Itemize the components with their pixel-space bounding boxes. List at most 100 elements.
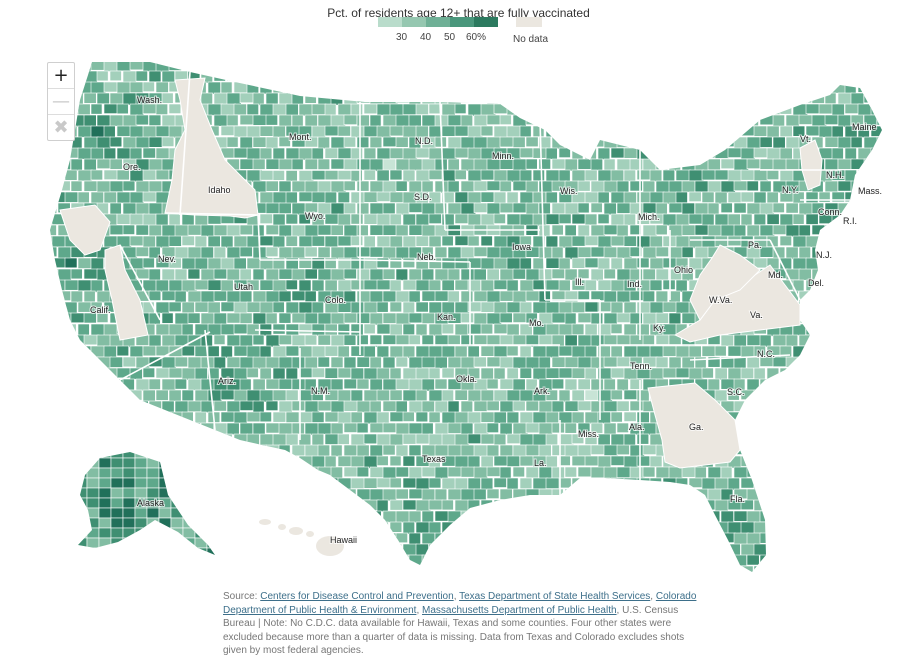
county-cell[interactable]: [701, 103, 716, 116]
county-cell[interactable]: [493, 169, 508, 182]
county-cell[interactable]: [616, 290, 631, 304]
county-cell[interactable]: [389, 279, 402, 292]
county-cell[interactable]: [207, 60, 222, 72]
county-cell[interactable]: [876, 224, 890, 236]
county-cell[interactable]: [727, 103, 740, 115]
county-cell[interactable]: [480, 477, 494, 491]
county-cell[interactable]: [772, 400, 786, 413]
county-cell[interactable]: [473, 92, 488, 104]
county-cell[interactable]: [382, 312, 398, 324]
county-cell[interactable]: [766, 60, 781, 73]
county-cell[interactable]: [792, 455, 805, 468]
county-cell[interactable]: [135, 444, 152, 456]
county-cell[interactable]: [285, 345, 300, 357]
county-cell[interactable]: [571, 477, 587, 490]
county-cell[interactable]: [525, 202, 540, 216]
county-cell[interactable]: [447, 356, 462, 369]
county-cell[interactable]: [538, 532, 555, 544]
county-cell[interactable]: [181, 543, 196, 555]
county-cell[interactable]: [824, 554, 838, 566]
county-cell[interactable]: [792, 81, 808, 94]
county-cell[interactable]: [428, 565, 443, 576]
county-cell[interactable]: [64, 367, 78, 380]
county-cell[interactable]: [551, 356, 566, 368]
county-cell[interactable]: [545, 257, 561, 269]
county-cell[interactable]: [343, 180, 356, 191]
county-cell[interactable]: [662, 147, 676, 160]
county-cell[interactable]: [265, 378, 281, 390]
county-cell[interactable]: [39, 257, 52, 271]
county-cell[interactable]: [642, 92, 659, 106]
county-cell[interactable]: [148, 224, 162, 237]
county-cell[interactable]: [571, 103, 585, 114]
county-cell[interactable]: [389, 455, 402, 467]
county-cell[interactable]: [675, 60, 692, 73]
county-cell[interactable]: [597, 125, 610, 139]
county-cell[interactable]: [798, 466, 815, 480]
county-cell[interactable]: [330, 444, 343, 457]
borough-cell[interactable]: [194, 457, 208, 469]
county-cell[interactable]: [558, 301, 574, 315]
county-cell[interactable]: [870, 455, 884, 468]
county-cell[interactable]: [226, 554, 239, 568]
county-cell[interactable]: [571, 213, 586, 225]
county-cell[interactable]: [753, 147, 769, 158]
county-cell[interactable]: [311, 477, 326, 489]
county-cell[interactable]: [506, 499, 519, 513]
county-cell[interactable]: [675, 477, 689, 490]
county-cell[interactable]: [122, 356, 136, 368]
county-cell[interactable]: [447, 114, 462, 127]
county-cell[interactable]: [116, 60, 132, 72]
county-cell[interactable]: [519, 147, 534, 159]
county-cell[interactable]: [220, 521, 235, 533]
county-cell[interactable]: [350, 455, 366, 468]
county-cell[interactable]: [324, 169, 339, 181]
borough-cell[interactable]: [111, 558, 123, 568]
county-cell[interactable]: [792, 345, 808, 359]
county-cell[interactable]: [304, 268, 318, 280]
county-cell[interactable]: [857, 521, 872, 532]
county-cell[interactable]: [265, 422, 281, 434]
county-cell[interactable]: [681, 70, 696, 82]
county-cell[interactable]: [227, 577, 240, 589]
county-cell[interactable]: [363, 279, 379, 291]
county-cell[interactable]: [330, 356, 344, 368]
county-cell[interactable]: [460, 92, 474, 104]
county-cell[interactable]: [584, 367, 597, 381]
county-cell[interactable]: [467, 367, 481, 379]
county-cell[interactable]: [135, 114, 149, 126]
source-link-colorado[interactable]: Colorado Department of Public Health & E…: [223, 591, 697, 616]
county-cell[interactable]: [532, 367, 548, 380]
county-cell[interactable]: [90, 191, 104, 204]
county-cell[interactable]: [291, 356, 306, 369]
county-cell[interactable]: [421, 532, 436, 545]
county-cell[interactable]: [200, 510, 214, 522]
county-cell[interactable]: [603, 378, 616, 391]
county-cell[interactable]: [168, 301, 182, 312]
county-cell[interactable]: [311, 323, 326, 337]
county-cell[interactable]: [532, 125, 545, 137]
county-cell[interactable]: [142, 389, 156, 402]
county-cell[interactable]: [753, 213, 767, 226]
county-cell[interactable]: [155, 323, 171, 336]
county-cell[interactable]: [597, 433, 611, 446]
county-cell[interactable]: [545, 147, 558, 160]
county-cell[interactable]: [681, 92, 697, 104]
county-cell[interactable]: [512, 532, 525, 545]
county-cell[interactable]: [837, 312, 852, 325]
borough-cell[interactable]: [75, 517, 88, 529]
county-cell[interactable]: [233, 147, 248, 159]
county-cell[interactable]: [343, 70, 358, 83]
county-cell[interactable]: [200, 246, 214, 260]
county-cell[interactable]: [545, 60, 560, 70]
county-cell[interactable]: [200, 422, 215, 433]
county-cell[interactable]: [759, 488, 772, 500]
county-cell[interactable]: [545, 191, 558, 204]
county-cell[interactable]: [675, 301, 690, 314]
county-cell[interactable]: [70, 334, 87, 348]
county-cell[interactable]: [870, 565, 883, 577]
county-cell[interactable]: [668, 356, 682, 370]
county-cell[interactable]: [382, 70, 397, 83]
borough-cell[interactable]: [158, 547, 172, 558]
county-cell[interactable]: [246, 81, 259, 95]
